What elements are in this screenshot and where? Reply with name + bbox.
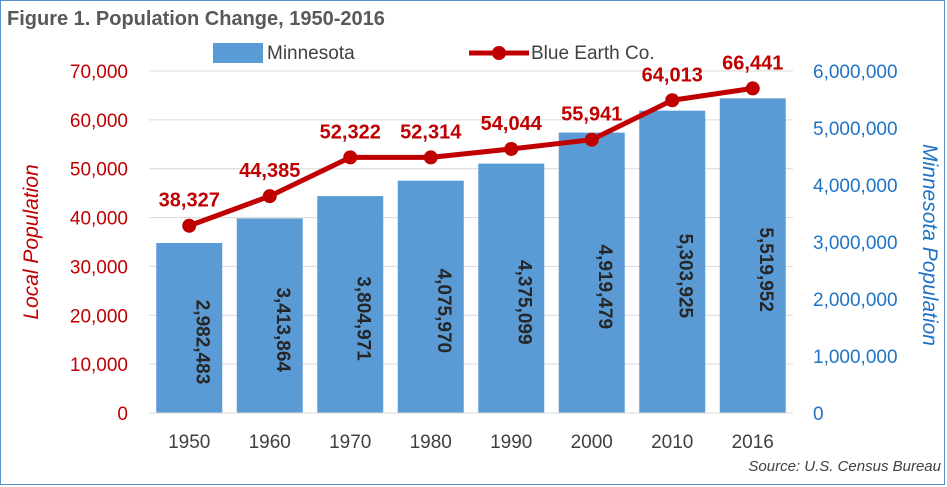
line-data-label: 64,013 — [642, 64, 703, 86]
minnesota-bar — [156, 242, 223, 413]
line-data-label: 55,941 — [561, 104, 622, 126]
left-axis-tick-label: 20,000 — [70, 306, 128, 327]
legend: Minnesota Blue Earth Co. — [213, 43, 655, 64]
x-axis-tick-label: 1960 — [249, 432, 291, 453]
right-axis-tick-label: 3,000,000 — [813, 233, 898, 254]
left-axis-tick-label: 40,000 — [70, 209, 128, 230]
chart-title: Figure 1. Population Change, 1950-2016 — [7, 8, 385, 30]
right-axis-tick-label: 6,000,000 — [813, 62, 898, 83]
x-axis-tick-label: 1950 — [168, 432, 210, 453]
blue-earth-series-line — [188, 85, 754, 229]
minnesota-bar — [558, 132, 625, 413]
line-data-label: 54,044 — [481, 113, 543, 135]
data-labels: 2,982,483 3,413,864 3,804,971 4,075,970 4,37… — [159, 52, 784, 384]
line-data-label: 44,385 — [239, 160, 300, 182]
blue-earth-marker — [182, 218, 197, 233]
minnesota-bar — [639, 110, 706, 414]
minnesota-bar — [236, 218, 303, 413]
legend-swatch-minnesota — [213, 43, 263, 63]
blue-earth-marker — [665, 93, 680, 108]
bar-data-label: 3,413,864 — [272, 287, 293, 372]
left-axis-tick-label: 70,000 — [70, 62, 128, 83]
left-axis-tick-label: 30,000 — [70, 257, 128, 278]
blue-earth-line — [182, 81, 760, 233]
left-axis-tick-label: 0 — [117, 404, 128, 425]
minnesota-bar — [478, 163, 545, 413]
minnesota-bar — [397, 180, 464, 413]
minnesota-bar — [317, 196, 384, 413]
source-note: Source: U.S. Census Bureau — [748, 458, 941, 475]
line-data-label: 38,327 — [159, 190, 220, 212]
x-axis-tick-label: 1970 — [329, 432, 371, 453]
x-axis-tick-label: 2010 — [651, 432, 693, 453]
left-axis-title: Local Population — [20, 164, 43, 319]
right-axis-title: Minnesota Population — [918, 144, 941, 346]
minnesota-bar — [719, 98, 786, 414]
bar-data-label: 5,519,952 — [755, 227, 776, 312]
right-axis-tick-label: 4,000,000 — [813, 176, 898, 197]
x-axis-tick-label: 1980 — [410, 432, 452, 453]
bar-data-label: 5,303,925 — [674, 234, 695, 319]
bar-data-label: 4,075,970 — [433, 269, 454, 354]
right-axis-tick-label: 1,000,000 — [813, 347, 898, 368]
x-axis-tick-label: 2016 — [732, 432, 774, 453]
blue-earth-marker — [262, 189, 277, 204]
left-axis-tick-label: 10,000 — [70, 355, 128, 376]
left-axis-tick-label: 50,000 — [70, 160, 128, 181]
line-data-label: 52,322 — [320, 121, 381, 143]
right-axis-tick-label: 0 — [813, 404, 824, 425]
line-data-label: 66,441 — [722, 52, 783, 74]
x-axis-tick-label: 1990 — [490, 432, 532, 453]
axes: 0 10,000 20,000 30,000 40,000 50,000 60,000 70,… — [20, 62, 941, 453]
blue-earth-marker — [504, 141, 519, 156]
minnesota-bars — [156, 98, 786, 414]
right-axis-tick-label: 5,000,000 — [813, 119, 898, 140]
bar-data-label: 3,804,971 — [352, 276, 373, 361]
legend-swatch-marker-blue-earth — [492, 46, 506, 60]
bar-data-label: 2,982,483 — [191, 300, 212, 385]
left-axis-tick-label: 60,000 — [70, 111, 128, 132]
blue-earth-marker — [423, 150, 438, 165]
line-data-label: 52,314 — [400, 121, 462, 143]
bar-data-label: 4,919,479 — [594, 245, 615, 330]
blue-earth-marker — [343, 150, 358, 165]
legend-label-blue-earth: Blue Earth Co. — [531, 43, 655, 64]
blue-earth-marker — [584, 132, 599, 147]
blue-earth-marker — [745, 81, 760, 96]
bar-data-label: 4,375,099 — [513, 260, 534, 345]
right-axis-tick-label: 2,000,000 — [813, 290, 898, 311]
legend-label-minnesota: Minnesota — [267, 43, 355, 64]
x-axis-tick-label: 2000 — [571, 432, 613, 453]
